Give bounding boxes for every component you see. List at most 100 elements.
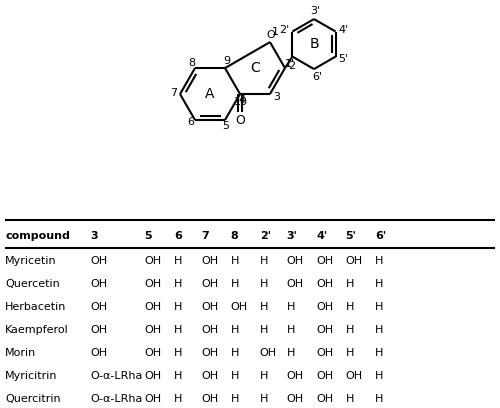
Text: 6': 6' — [375, 231, 386, 241]
Text: H: H — [260, 302, 268, 312]
Text: H: H — [260, 394, 268, 404]
Text: OH: OH — [91, 325, 108, 335]
Text: 3: 3 — [91, 231, 98, 241]
Text: H: H — [375, 279, 384, 288]
Text: H: H — [260, 325, 268, 335]
Text: 9: 9 — [224, 56, 230, 66]
Text: 5: 5 — [222, 121, 230, 131]
Text: 3': 3' — [287, 231, 298, 241]
Text: 2': 2' — [279, 24, 289, 35]
Text: OH: OH — [287, 370, 304, 381]
Text: OH: OH — [316, 348, 334, 357]
Text: H: H — [230, 370, 239, 381]
Text: O: O — [266, 29, 276, 40]
Text: H: H — [375, 370, 384, 381]
Text: Quercitrin: Quercitrin — [5, 394, 60, 404]
Text: H: H — [174, 394, 182, 404]
Text: OH: OH — [287, 256, 304, 266]
Text: OH: OH — [144, 256, 162, 266]
Text: 8: 8 — [230, 231, 238, 241]
Text: OH: OH — [201, 302, 218, 312]
Text: 6': 6' — [312, 72, 322, 82]
Text: 8: 8 — [188, 58, 196, 68]
Text: OH: OH — [316, 394, 334, 404]
Text: OH: OH — [201, 279, 218, 288]
Text: 6: 6 — [174, 231, 182, 241]
Text: H: H — [260, 279, 268, 288]
Text: 5': 5' — [338, 53, 348, 64]
Text: H: H — [230, 348, 239, 357]
Text: Herbacetin: Herbacetin — [5, 302, 66, 312]
Text: 5: 5 — [144, 231, 152, 241]
Text: OH: OH — [287, 279, 304, 288]
Text: OH: OH — [201, 394, 218, 404]
Text: 3: 3 — [274, 92, 280, 102]
Text: B: B — [309, 37, 319, 51]
Text: H: H — [346, 302, 354, 312]
Text: OH: OH — [144, 279, 162, 288]
Text: Kaempferol: Kaempferol — [5, 325, 69, 335]
Text: H: H — [260, 370, 268, 381]
Text: H: H — [230, 279, 239, 288]
Text: OH: OH — [91, 348, 108, 357]
Text: H: H — [375, 302, 384, 312]
Text: Myricetin: Myricetin — [5, 256, 57, 266]
Text: H: H — [287, 302, 295, 312]
Text: compound: compound — [5, 231, 70, 241]
Text: OH: OH — [316, 302, 334, 312]
Text: H: H — [375, 325, 384, 335]
Text: Quercetin: Quercetin — [5, 279, 60, 288]
Text: OH: OH — [346, 256, 362, 266]
Text: H: H — [174, 325, 182, 335]
Text: H: H — [375, 394, 384, 404]
Text: Morin: Morin — [5, 348, 36, 357]
Text: OH: OH — [144, 370, 162, 381]
Text: OH: OH — [144, 302, 162, 312]
Text: 3': 3' — [310, 6, 320, 16]
Text: H: H — [346, 279, 354, 288]
Text: H: H — [174, 279, 182, 288]
Text: OH: OH — [287, 394, 304, 404]
Text: H: H — [174, 370, 182, 381]
Text: OH: OH — [144, 325, 162, 335]
Text: 4: 4 — [239, 95, 246, 105]
Text: OH: OH — [316, 370, 334, 381]
Text: 2: 2 — [288, 62, 296, 71]
Text: 7: 7 — [201, 231, 209, 241]
Text: H: H — [230, 394, 239, 404]
Text: OH: OH — [346, 370, 362, 381]
Text: 4': 4' — [338, 24, 348, 35]
Text: 6: 6 — [187, 117, 194, 127]
Text: H: H — [230, 325, 239, 335]
Text: OH: OH — [230, 302, 248, 312]
Text: O-α-LRha: O-α-LRha — [91, 370, 143, 381]
Text: OH: OH — [91, 256, 108, 266]
Text: H: H — [375, 256, 384, 266]
Text: OH: OH — [91, 302, 108, 312]
Text: H: H — [346, 394, 354, 404]
Text: C: C — [250, 61, 260, 75]
Text: H: H — [230, 256, 239, 266]
Text: 5': 5' — [346, 231, 356, 241]
Text: OH: OH — [144, 394, 162, 404]
Text: OH: OH — [260, 348, 277, 357]
Text: H: H — [260, 256, 268, 266]
Text: OH: OH — [316, 325, 334, 335]
Text: 7: 7 — [170, 88, 177, 98]
Text: 2': 2' — [260, 231, 271, 241]
Text: O-α-LRha: O-α-LRha — [91, 394, 143, 404]
Text: H: H — [174, 256, 182, 266]
Text: OH: OH — [91, 279, 108, 288]
Text: OH: OH — [201, 256, 218, 266]
Text: 10: 10 — [234, 97, 248, 106]
Text: 1': 1' — [285, 59, 295, 69]
Text: 1: 1 — [272, 27, 279, 37]
Text: 4': 4' — [316, 231, 328, 241]
Text: OH: OH — [201, 348, 218, 357]
Text: OH: OH — [201, 325, 218, 335]
Text: O: O — [235, 113, 245, 126]
Text: OH: OH — [316, 256, 334, 266]
Text: H: H — [174, 302, 182, 312]
Text: H: H — [287, 348, 295, 357]
Text: H: H — [346, 325, 354, 335]
